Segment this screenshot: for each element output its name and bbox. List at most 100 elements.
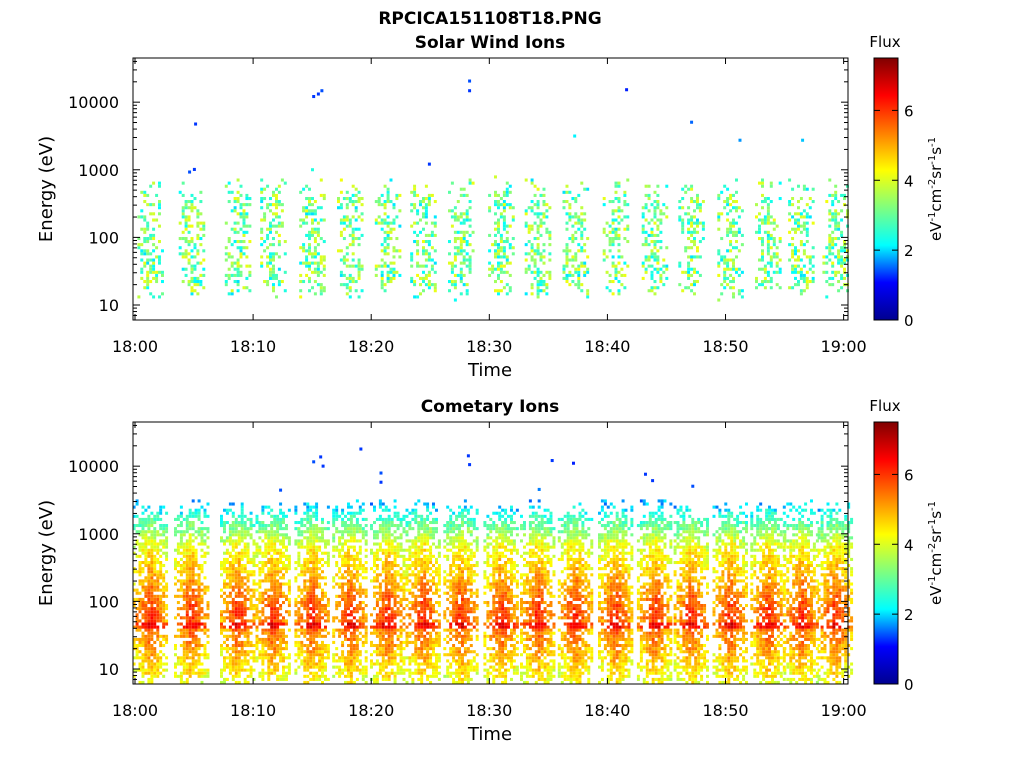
spectrogram-cell [220, 650, 223, 654]
spectrogram-cell [678, 206, 682, 210]
spectrogram-cell [279, 613, 283, 617]
spectrogram-cell [349, 637, 353, 641]
spectrogram-cell [190, 224, 194, 228]
spectrogram-cell [335, 616, 339, 620]
spectrogram-cell [153, 674, 157, 678]
spectrogram-cell [831, 200, 835, 204]
spectrogram-cell [153, 554, 157, 558]
spectrogram-cell [395, 270, 399, 274]
spectrogram-point [468, 89, 472, 93]
spectrogram-cell [258, 671, 262, 675]
x-tick-label: 18:20 [348, 337, 394, 356]
spectrogram-cell [453, 206, 457, 210]
spectrogram-cell [471, 249, 475, 253]
spectrogram-cell [197, 616, 201, 620]
spectrogram-cell [846, 255, 849, 259]
spectrogram-cell [497, 249, 500, 253]
spectrogram-cell [311, 221, 314, 225]
spectrogram-cell [285, 644, 288, 648]
spectrogram-cell [494, 249, 497, 253]
spectrogram-cell [740, 243, 744, 247]
spectrogram-cell [270, 668, 274, 672]
spectrogram-cell [383, 252, 387, 256]
spectrogram-cell [459, 252, 463, 256]
spectrogram-cell [729, 209, 733, 213]
spectrogram-cell [419, 200, 422, 204]
spectrogram-cell [386, 233, 390, 237]
spectrogram-cell [653, 209, 657, 213]
spectrogram-cell [574, 283, 578, 287]
spectrogram-cell [846, 258, 849, 262]
spectrogram-cell [258, 656, 262, 660]
spectrogram-cell [341, 650, 345, 654]
spectrogram-cell [264, 644, 268, 648]
spectrogram-cell [249, 517, 253, 521]
spectrogram-cell [315, 545, 319, 549]
spectrogram-cell [381, 625, 385, 629]
spectrogram-cell [138, 542, 142, 546]
spectrogram-cell [273, 564, 277, 568]
spectrogram-cell [263, 212, 267, 216]
spectrogram-cell [273, 561, 277, 565]
spectrogram-cell [681, 289, 685, 293]
spectrogram-cell [272, 273, 275, 277]
spectrogram-cell [138, 610, 142, 614]
spectrogram-cell [348, 264, 352, 268]
spectrogram-cell [357, 264, 361, 268]
spectrogram-cell [462, 255, 466, 259]
spectrogram-cell [203, 650, 207, 654]
spectrogram-cell [143, 227, 147, 231]
spectrogram-cell [326, 554, 330, 558]
spectrogram-cell [260, 190, 264, 194]
spectrogram-cell [351, 258, 355, 262]
spectrogram-point [316, 92, 320, 96]
spectrogram-cell [282, 631, 285, 635]
spectrogram-cell [364, 530, 368, 534]
spectrogram-cell [623, 227, 627, 231]
spectrogram-cell [267, 548, 271, 552]
spectrogram-cell [766, 249, 770, 253]
spectrogram-cell [802, 252, 806, 256]
spectrogram-cell [270, 539, 274, 543]
spectrogram-cell [309, 656, 313, 660]
spectrogram-cell [273, 619, 277, 623]
spectrogram-cell [267, 647, 271, 651]
spectrogram-cell [270, 536, 274, 540]
spectrogram-cell [690, 267, 694, 271]
spectrogram-cell [352, 527, 356, 531]
spectrogram-cell [332, 659, 336, 663]
spectrogram-cell [344, 616, 347, 620]
spectrogram-cell [313, 255, 317, 259]
spectrogram-cell [297, 613, 301, 617]
spectrogram-cell [312, 662, 316, 666]
spectrogram-cell [811, 200, 815, 204]
spectrogram-cell [300, 659, 304, 663]
spectrogram-cell [240, 502, 244, 506]
spectrogram-cell [797, 218, 800, 222]
spectrogram-cell [321, 634, 324, 638]
spectrogram-cell [174, 671, 177, 675]
spectrogram-cell [355, 521, 359, 525]
spectrogram-cell [228, 576, 232, 580]
spectrogram-cell [149, 258, 153, 262]
spectrogram-cell [322, 197, 326, 201]
spectrogram-cell [294, 653, 298, 657]
spectrogram-cell [309, 677, 313, 681]
spectrogram-cell [831, 218, 835, 222]
spectrogram-cell [234, 601, 238, 605]
spectrogram-cell [617, 233, 621, 237]
spectrogram-cell [766, 212, 770, 216]
spectrogram-cell [580, 212, 584, 216]
spectrogram-cell [737, 227, 741, 231]
spectrogram-cell [794, 258, 797, 262]
spectrogram-cell [303, 628, 307, 632]
spectrogram-cell [349, 625, 353, 629]
spectrogram-cell [653, 200, 657, 204]
spectrogram-cell [355, 570, 359, 574]
spectrogram-cell [225, 644, 229, 648]
spectrogram-cell [360, 267, 364, 271]
spectrogram-cell [276, 539, 280, 543]
spectrogram-cell [696, 221, 699, 225]
spectrogram-cell [361, 619, 365, 623]
spectrogram-cell [511, 237, 515, 241]
